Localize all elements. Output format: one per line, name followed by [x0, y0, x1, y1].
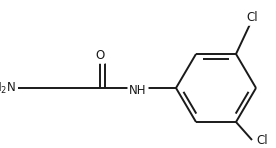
Text: Cl: Cl — [256, 133, 268, 147]
Text: Cl: Cl — [246, 11, 258, 24]
Text: NH: NH — [129, 84, 147, 97]
Text: H$_2$N: H$_2$N — [0, 81, 16, 96]
Text: O: O — [95, 49, 105, 62]
